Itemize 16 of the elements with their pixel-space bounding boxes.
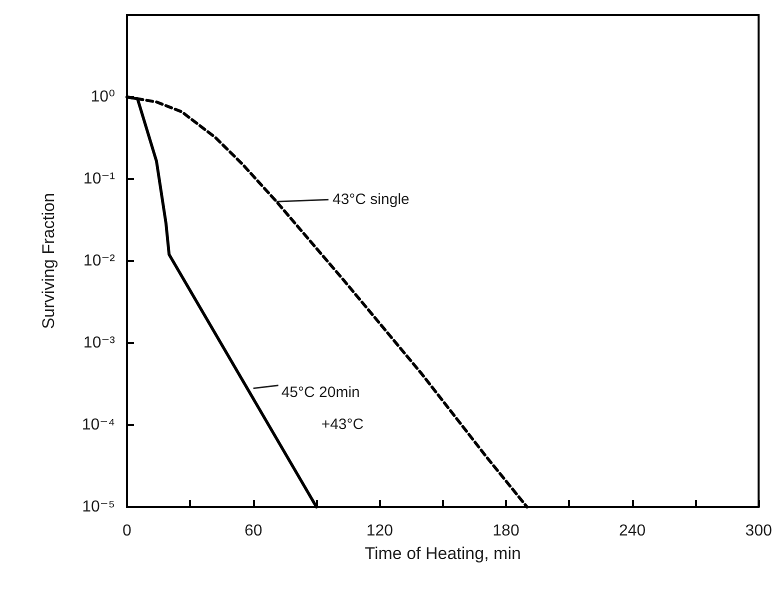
y-tick-label: 10⁻¹ <box>83 170 115 188</box>
y-tick-label: 10⁻² <box>83 252 116 270</box>
x-tick-label: 0 <box>122 522 132 540</box>
annotation: 45°C 20min +43°C <box>281 384 364 433</box>
x-tick-label: 60 <box>244 522 262 540</box>
annotation: 43°C single <box>332 191 410 208</box>
y-tick-label: 10⁻³ <box>83 334 116 352</box>
y-tick-label: 10⁻⁵ <box>82 498 115 516</box>
y-axis-title: Surviving Fraction <box>39 192 58 330</box>
x-tick-label: 240 <box>618 522 646 540</box>
x-tick-label: 120 <box>366 522 394 540</box>
y-tick-label: 10⁻⁴ <box>82 416 116 434</box>
x-tick-label: 300 <box>745 522 772 540</box>
y-tick-label: 10⁰ <box>90 88 115 106</box>
x-tick-label: 180 <box>492 522 520 540</box>
x-axis-title: Time of Heating, min <box>364 544 521 563</box>
